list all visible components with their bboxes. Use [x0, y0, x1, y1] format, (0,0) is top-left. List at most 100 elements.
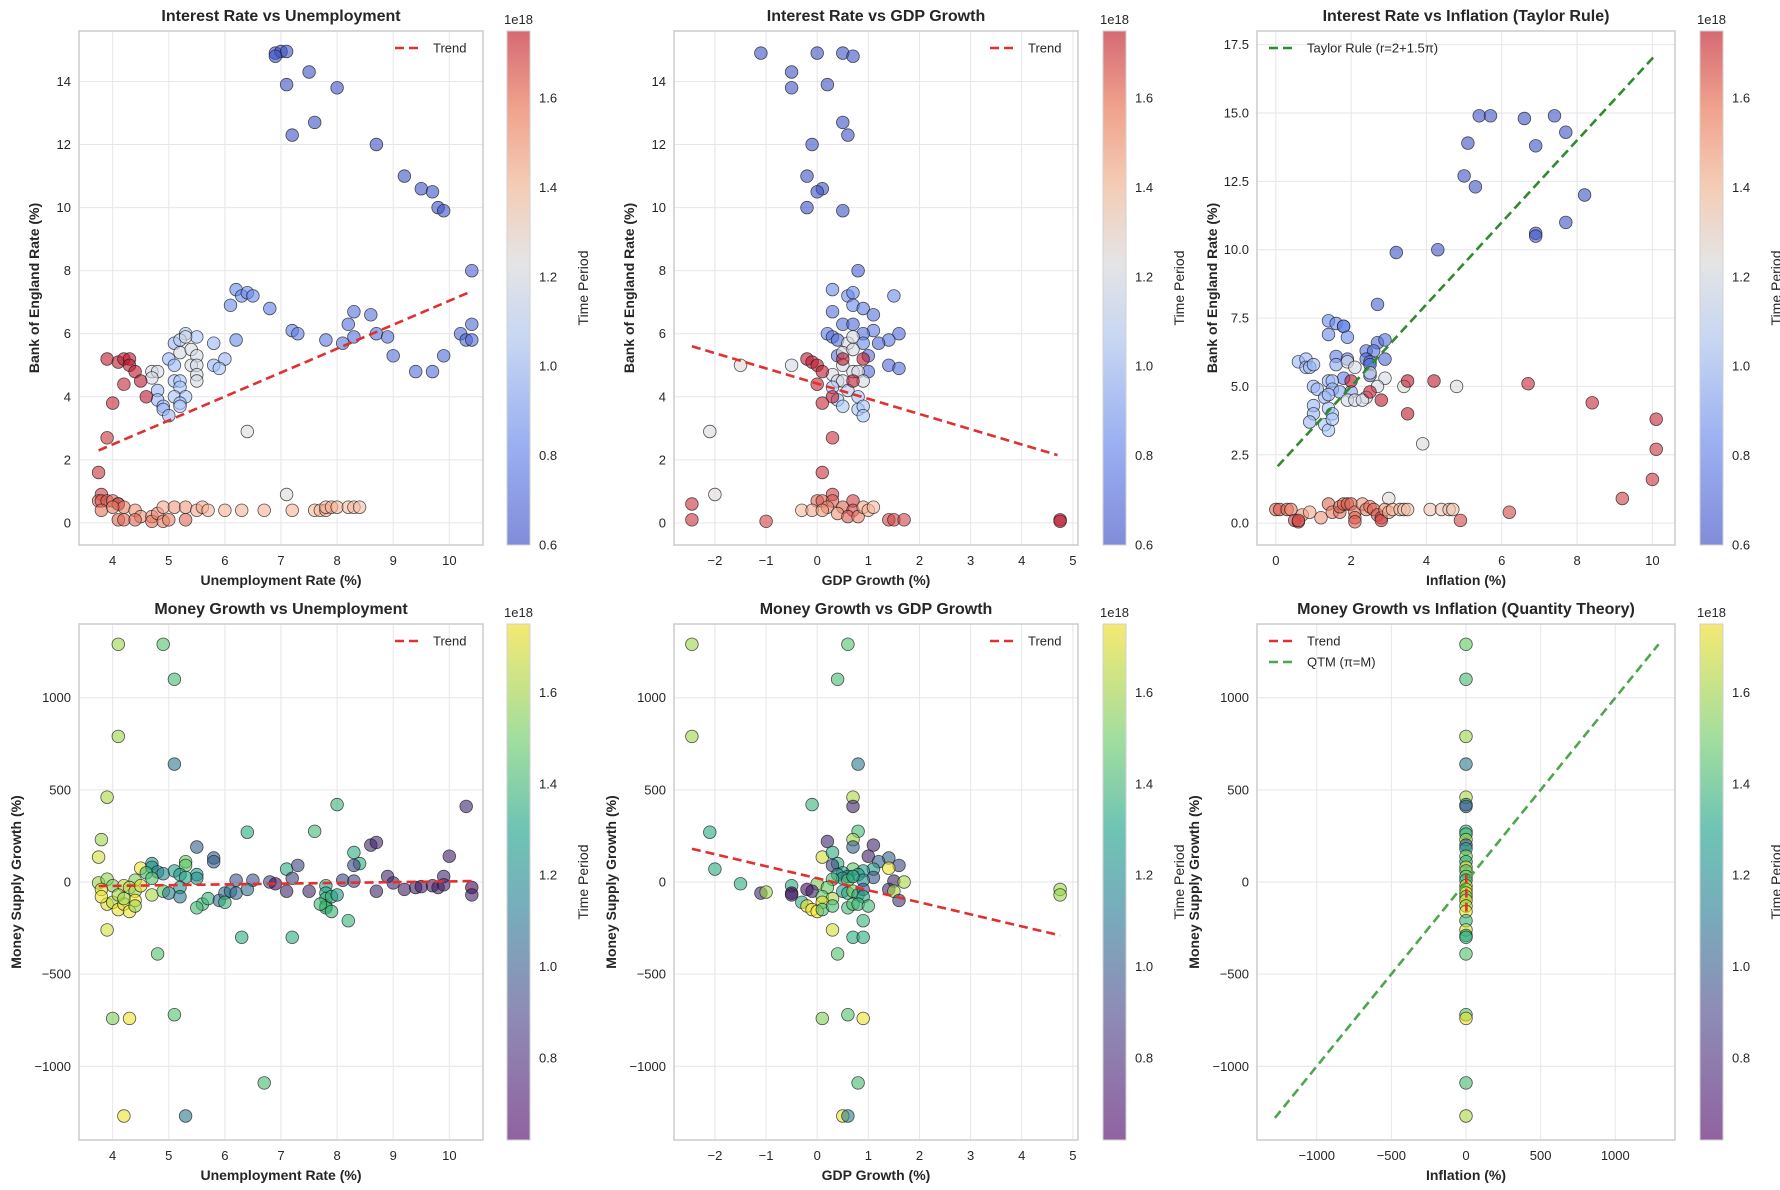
data-point	[347, 858, 361, 873]
data-point	[1459, 1076, 1473, 1090]
data-point	[825, 431, 840, 445]
legend: Trend	[395, 41, 466, 56]
data-point	[369, 137, 384, 152]
data-point	[285, 871, 299, 886]
data-point	[352, 500, 367, 514]
colorbar-gradient	[506, 30, 531, 546]
data-point	[836, 203, 850, 218]
data-point	[206, 336, 221, 350]
data-point	[1363, 385, 1377, 399]
x-tick-label: 0	[1462, 1148, 1469, 1163]
data-point	[1302, 415, 1317, 429]
data-point	[190, 871, 204, 886]
data-point	[94, 890, 109, 904]
colorbar-label: Time Period	[575, 845, 591, 920]
data-point	[866, 308, 881, 322]
data-point	[229, 886, 243, 900]
x-tick-label: 8	[1573, 553, 1580, 568]
axes-frame	[1256, 623, 1676, 1141]
trend-line	[691, 345, 1058, 457]
data-point	[100, 431, 114, 445]
data-point	[1459, 729, 1473, 744]
data-point	[128, 899, 142, 913]
data-point	[257, 503, 271, 518]
x-tick-label: −2	[707, 553, 722, 568]
data-point	[190, 374, 204, 388]
y-tick-label: 17.5	[1224, 37, 1249, 52]
data-point	[1400, 502, 1415, 517]
data-point	[100, 790, 114, 804]
data-point	[167, 757, 182, 771]
data-point	[302, 884, 316, 898]
data-point	[173, 345, 187, 360]
legend: Taylor Rule (r=2+1.5π)	[1269, 41, 1438, 56]
data-point	[190, 330, 204, 344]
data-point	[866, 838, 881, 852]
x-tick-label: 9	[390, 1148, 397, 1163]
data-point	[805, 137, 819, 152]
data-point	[190, 840, 204, 854]
y-tick-label: 500	[49, 782, 71, 797]
plot-area	[1257, 31, 1675, 545]
y-tick-label: 8	[64, 263, 71, 278]
data-point	[1415, 437, 1430, 451]
data-point	[100, 923, 114, 937]
colorbar-tick-label: 1.4	[539, 180, 557, 195]
data-point	[167, 358, 182, 373]
data-point	[347, 845, 361, 860]
data-point	[330, 888, 344, 902]
data-point	[1502, 505, 1517, 519]
x-tick-label: 0	[814, 1148, 821, 1163]
x-tick-label: 1000	[1601, 1148, 1630, 1163]
x-tick-label: 1	[865, 553, 872, 568]
data-point	[759, 885, 773, 899]
colorbar-tick-label: 1.6	[1135, 91, 1153, 106]
colorbar-offset-text: 1e18	[504, 605, 533, 620]
data-point	[708, 487, 722, 502]
data-point	[1325, 412, 1340, 426]
data-point	[882, 861, 896, 875]
colorbar-tick-label: 1.6	[1135, 685, 1153, 700]
data-point	[825, 390, 840, 404]
colorbar: 1e18 0.6 0.8 1.0 1.2 1.4 1.6 Time Period	[1100, 12, 1187, 553]
data-point	[1427, 374, 1441, 388]
subplot-title: Money Growth vs Inflation (Quantity Theo…	[1297, 601, 1635, 618]
data-point	[364, 308, 378, 322]
data-point	[1483, 109, 1498, 123]
x-tick-label: 3	[967, 553, 974, 568]
colorbar-label: Time Period	[1171, 251, 1187, 326]
legend-label: Taylor Rule (r=2+1.5π)	[1307, 41, 1438, 56]
subplot-title: Interest Rate vs Inflation (Taylor Rule)	[1323, 8, 1610, 25]
data-point	[263, 301, 277, 316]
colorbar-tick-label: 1.6	[539, 91, 557, 106]
colorbar-tick-label: 1.6	[1732, 685, 1750, 700]
data-point	[1459, 930, 1473, 945]
data-point	[815, 1011, 830, 1026]
y-tick-label: 5.0	[1231, 379, 1249, 394]
data-point	[815, 503, 830, 518]
colorbar-tick-label: 0.8	[1732, 448, 1750, 463]
x-tick-label: 2	[916, 553, 923, 568]
colorbar-tick-label: 1.0	[1732, 959, 1750, 974]
colorbar-tick-label: 1.4	[1732, 776, 1750, 791]
data-point	[285, 503, 299, 518]
data-point	[810, 46, 824, 60]
colorbar: 1e18 0.8 1.0 1.2 1.4 1.6 Time Period	[1100, 605, 1187, 1141]
x-tick-label: 5	[1069, 553, 1076, 568]
colorbar-tick-label: 1.0	[539, 959, 557, 974]
y-tick-label: −1000	[1212, 1059, 1249, 1074]
y-tick-label: 12.5	[1224, 174, 1249, 189]
y-tick-label: 0	[659, 515, 666, 530]
x-tick-label: 4	[1018, 553, 1025, 568]
data-point	[851, 1076, 865, 1090]
y-tick-label: 14	[57, 74, 71, 89]
data-point	[285, 930, 299, 945]
data-point	[229, 333, 243, 347]
data-point	[173, 399, 187, 414]
data-point	[279, 487, 294, 502]
legend-label: Trend	[1028, 634, 1061, 649]
y-tick-label: 14	[652, 74, 666, 89]
data-point	[1468, 180, 1483, 194]
data-point	[846, 49, 860, 63]
colorbar-tick-label: 0.6	[1135, 538, 1153, 553]
